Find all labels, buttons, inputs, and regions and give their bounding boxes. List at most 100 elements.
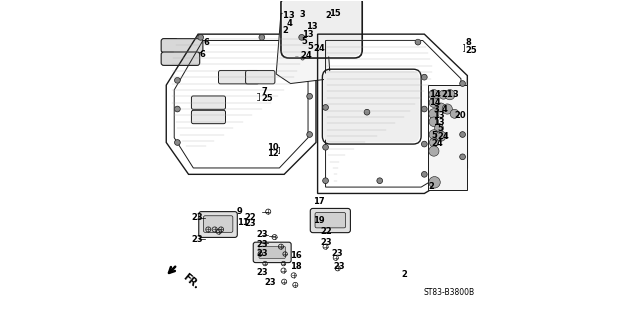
Text: 23: 23 bbox=[191, 235, 203, 244]
Text: 24: 24 bbox=[431, 139, 443, 148]
Circle shape bbox=[198, 35, 204, 40]
Text: 13: 13 bbox=[434, 118, 445, 127]
Circle shape bbox=[174, 106, 180, 112]
Text: 5: 5 bbox=[431, 131, 437, 140]
Text: 17: 17 bbox=[313, 197, 325, 206]
Text: 12: 12 bbox=[267, 149, 279, 158]
Text: 2: 2 bbox=[402, 270, 408, 279]
Text: 13: 13 bbox=[306, 22, 317, 31]
Ellipse shape bbox=[294, 42, 298, 45]
FancyBboxPatch shape bbox=[310, 208, 350, 233]
Text: 23: 23 bbox=[331, 250, 343, 259]
Text: 23: 23 bbox=[321, 238, 332, 247]
Circle shape bbox=[459, 132, 465, 137]
Circle shape bbox=[422, 106, 427, 112]
Text: 7: 7 bbox=[262, 87, 267, 96]
Ellipse shape bbox=[291, 16, 295, 20]
Text: 21: 21 bbox=[441, 90, 453, 99]
Text: 13: 13 bbox=[434, 111, 445, 120]
Circle shape bbox=[422, 74, 427, 80]
Ellipse shape bbox=[295, 34, 299, 38]
Text: 25: 25 bbox=[262, 94, 274, 103]
Circle shape bbox=[428, 177, 441, 188]
Circle shape bbox=[429, 130, 439, 139]
Text: 16: 16 bbox=[291, 251, 302, 260]
Circle shape bbox=[428, 146, 439, 156]
Circle shape bbox=[415, 39, 421, 45]
Circle shape bbox=[307, 93, 312, 99]
Text: 9: 9 bbox=[237, 207, 243, 216]
Ellipse shape bbox=[295, 53, 299, 57]
Ellipse shape bbox=[305, 49, 308, 52]
Text: 2: 2 bbox=[282, 27, 288, 36]
FancyBboxPatch shape bbox=[246, 70, 275, 84]
Text: 23: 23 bbox=[265, 278, 276, 287]
Text: 5: 5 bbox=[438, 124, 444, 132]
Text: 14: 14 bbox=[429, 90, 441, 99]
Text: 23: 23 bbox=[191, 213, 203, 222]
Ellipse shape bbox=[291, 27, 296, 30]
Circle shape bbox=[323, 178, 329, 184]
Text: 1: 1 bbox=[282, 12, 288, 20]
Ellipse shape bbox=[287, 31, 291, 35]
FancyBboxPatch shape bbox=[191, 110, 226, 124]
Text: 3: 3 bbox=[300, 10, 305, 19]
Bar bbox=[427, 85, 467, 190]
Text: 3: 3 bbox=[434, 105, 439, 114]
FancyBboxPatch shape bbox=[161, 52, 200, 65]
FancyBboxPatch shape bbox=[161, 39, 203, 52]
Text: 23: 23 bbox=[256, 268, 267, 277]
Text: 4: 4 bbox=[287, 19, 293, 28]
Text: 23: 23 bbox=[256, 250, 267, 259]
Circle shape bbox=[459, 154, 465, 160]
FancyBboxPatch shape bbox=[324, 71, 420, 142]
Text: 24: 24 bbox=[313, 44, 325, 53]
Ellipse shape bbox=[304, 21, 308, 24]
Circle shape bbox=[450, 109, 459, 118]
FancyBboxPatch shape bbox=[204, 216, 233, 232]
Circle shape bbox=[429, 117, 439, 126]
Circle shape bbox=[437, 103, 446, 112]
Text: 25: 25 bbox=[466, 46, 478, 55]
Circle shape bbox=[422, 172, 427, 177]
Text: 5: 5 bbox=[307, 42, 313, 52]
Polygon shape bbox=[276, 13, 331, 84]
Text: 22: 22 bbox=[321, 227, 332, 236]
Text: 6: 6 bbox=[204, 38, 210, 47]
Circle shape bbox=[377, 178, 382, 184]
Ellipse shape bbox=[284, 39, 289, 42]
Circle shape bbox=[323, 144, 329, 150]
Text: 8: 8 bbox=[466, 38, 471, 47]
Circle shape bbox=[428, 109, 439, 119]
Circle shape bbox=[429, 138, 439, 147]
Text: 10: 10 bbox=[267, 143, 279, 152]
Text: 24: 24 bbox=[438, 132, 449, 140]
Text: 2: 2 bbox=[325, 11, 331, 20]
Circle shape bbox=[174, 140, 180, 145]
FancyBboxPatch shape bbox=[315, 212, 346, 228]
Circle shape bbox=[439, 90, 448, 99]
Ellipse shape bbox=[301, 37, 305, 41]
FancyBboxPatch shape bbox=[219, 70, 259, 84]
Text: ST83-B3800B: ST83-B3800B bbox=[423, 288, 475, 297]
Text: FR.: FR. bbox=[181, 271, 201, 291]
Text: 13: 13 bbox=[301, 30, 313, 39]
Circle shape bbox=[459, 81, 465, 86]
Circle shape bbox=[323, 105, 329, 110]
Ellipse shape bbox=[284, 16, 289, 20]
Text: 15: 15 bbox=[329, 9, 341, 18]
Circle shape bbox=[259, 35, 265, 40]
Circle shape bbox=[364, 109, 370, 115]
Circle shape bbox=[429, 98, 439, 108]
FancyBboxPatch shape bbox=[283, 0, 361, 56]
Ellipse shape bbox=[300, 46, 303, 50]
Text: 4: 4 bbox=[442, 105, 447, 114]
FancyBboxPatch shape bbox=[198, 212, 237, 237]
Text: 20: 20 bbox=[454, 111, 466, 120]
Text: 23: 23 bbox=[245, 219, 256, 228]
FancyBboxPatch shape bbox=[191, 96, 226, 109]
Circle shape bbox=[442, 104, 453, 114]
Circle shape bbox=[428, 90, 439, 100]
Ellipse shape bbox=[299, 27, 302, 31]
Text: 18: 18 bbox=[291, 262, 302, 271]
